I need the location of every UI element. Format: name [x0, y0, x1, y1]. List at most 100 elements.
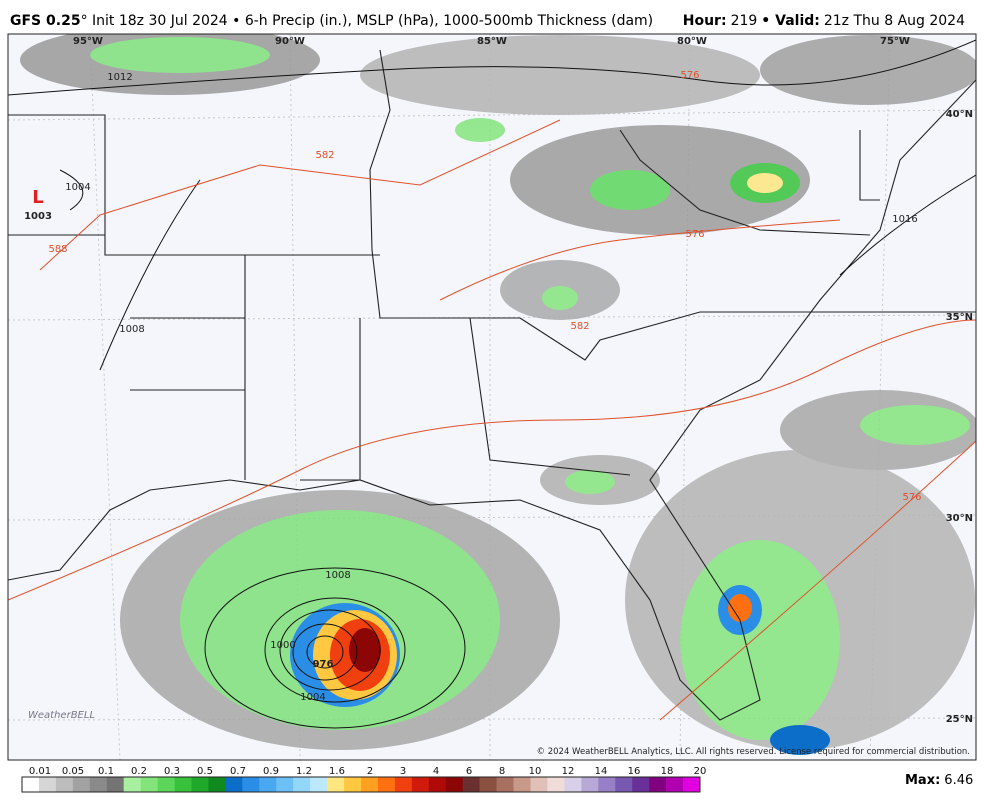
colorbar-swatch	[276, 777, 294, 792]
colorbar-swatch	[72, 777, 91, 792]
longitude-label: 90°W	[275, 36, 305, 47]
header-left: GFS 0.25° Init 18z 30 Jul 2024 • 6-h Pre…	[10, 13, 653, 29]
latitude-label: 25°N	[946, 714, 973, 725]
hour-label: Hour:	[683, 13, 727, 29]
colorbar-swatch	[513, 777, 531, 792]
colorbar-swatch	[479, 777, 497, 792]
colorbar-label: 0.7	[230, 766, 246, 777]
colorbar-swatch	[615, 777, 633, 792]
latitude-labels: 40°N 35°N 30°N 25°N	[946, 109, 973, 725]
isobar-labels: 1012 1004 1008 1016 1008 1000 1004 976	[65, 72, 917, 703]
colorbar-label: 1.2	[296, 766, 312, 777]
max-label: Max:	[905, 773, 940, 788]
hour: 219	[731, 13, 758, 29]
colorbar-label: 0.9	[263, 766, 279, 777]
colorbar-label: 0.5	[197, 766, 213, 777]
copyright: © 2024 WeatherBELL Analytics, LLC. All r…	[537, 747, 970, 757]
latitude-label: 35°N	[946, 312, 973, 323]
isobar-label: 1000	[270, 640, 295, 651]
logo: WeatherBELL	[28, 710, 95, 721]
isobar-label: 976	[313, 659, 334, 670]
colorbar-swatch	[157, 777, 175, 792]
thickness-labels: 576 582 588 582 576 576	[48, 70, 921, 503]
isobar-label: 1008	[325, 570, 350, 581]
colorbar-label: 6	[466, 766, 472, 777]
colorbar-label: 0.2	[131, 766, 147, 777]
colorbar-swatch	[683, 777, 701, 792]
colorbar-swatch	[123, 777, 141, 792]
colorbar-frame	[21, 776, 701, 793]
longitude-label: 80°W	[677, 36, 707, 47]
header-right: Hour: 219 • Valid: 21z Thu 8 Aug 2024	[683, 13, 965, 29]
low-letter: L	[32, 187, 43, 208]
max: Max: 6.46	[905, 773, 973, 788]
colorbar-swatch	[649, 777, 667, 792]
colorbar-label: 0.01	[29, 766, 51, 777]
init: ° Init 18z 30 Jul 2024 • 6-h Precip (in.…	[81, 13, 654, 29]
colorbar-label: 4	[433, 766, 439, 777]
colorbar-label: 0.05	[62, 766, 84, 777]
colorbar-swatch	[361, 777, 379, 792]
borders	[8, 49, 976, 721]
isobar-label: 1004	[65, 182, 90, 193]
colorbar-label: 14	[595, 766, 608, 777]
colorbar-swatch	[191, 777, 209, 792]
colorbar-swatch	[496, 777, 514, 792]
thickness-label: 576	[680, 70, 699, 81]
colorbar-swatch	[38, 777, 57, 792]
colorbar-swatch	[293, 777, 311, 792]
colorbar-label: 0.3	[164, 766, 180, 777]
valid: 21z Thu 8 Aug 2024	[824, 13, 965, 29]
colorbar-swatch	[666, 777, 684, 792]
longitude-labels: 95°W 90°W 85°W 80°W 75°W	[73, 36, 910, 47]
latitude-label: 30°N	[946, 513, 973, 524]
colorbar-swatch	[564, 777, 582, 792]
colorbar-label: 16	[628, 766, 641, 777]
longitude-label: 75°W	[880, 36, 910, 47]
colorbar-swatch	[632, 777, 650, 792]
thickness-label: 576	[685, 229, 704, 240]
colorbar-swatch	[411, 777, 430, 792]
isobar-label: 1012	[107, 72, 132, 83]
colorbar-label: 0.1	[98, 766, 114, 777]
colorbar-swatch	[428, 777, 447, 792]
colorbar-swatch	[89, 777, 108, 792]
colorbar-swatch	[462, 777, 480, 792]
colorbar-swatch	[208, 777, 226, 792]
colorbar-swatch	[225, 777, 243, 792]
map-frame	[7, 33, 977, 761]
colorbar-swatch	[327, 777, 345, 792]
valid-label: •	[761, 13, 775, 29]
colorbar-swatch	[310, 777, 328, 792]
isobar-label: 1004	[300, 692, 325, 703]
colorbar-label: 18	[661, 766, 674, 777]
colorbar-swatch	[174, 777, 192, 792]
latitude-label: 40°N	[946, 109, 973, 120]
colorbar-label: 2	[367, 766, 373, 777]
hurricane-core	[290, 585, 830, 755]
colorbar-swatch	[344, 777, 362, 792]
colorbar-swatch	[547, 777, 565, 792]
colorbar-swatch	[598, 777, 616, 792]
colorbar-swatch	[377, 777, 396, 792]
colorbar-label: 1.6	[329, 766, 345, 777]
low-pressure: 1003	[24, 211, 52, 222]
colorbar-swatch	[106, 777, 124, 792]
colorbar-swatch	[581, 777, 599, 792]
colorbar-swatch	[22, 777, 40, 792]
thickness-lines	[8, 119, 976, 721]
thickness-label: 582	[315, 150, 334, 161]
colorbar-swatch	[394, 777, 413, 792]
colorbar-swatch	[259, 777, 277, 792]
colorbar-swatch	[242, 777, 260, 792]
colorbar-swatch	[530, 777, 548, 792]
thickness-label: 588	[48, 244, 67, 255]
max-value: 6.46	[944, 773, 973, 788]
colorbar-label: 12	[562, 766, 575, 777]
colorbar-label: 3	[400, 766, 406, 777]
colorbar-label: 8	[499, 766, 505, 777]
colorbar: 0.01 0.05 0.1 0.2 0.3 0.5 0.7 0.9 1.2 1.6 2 3 4 6 8 10 1…	[21, 766, 706, 793]
valid-label: Valid:	[775, 13, 820, 29]
longitude-label: 85°W	[477, 36, 507, 47]
